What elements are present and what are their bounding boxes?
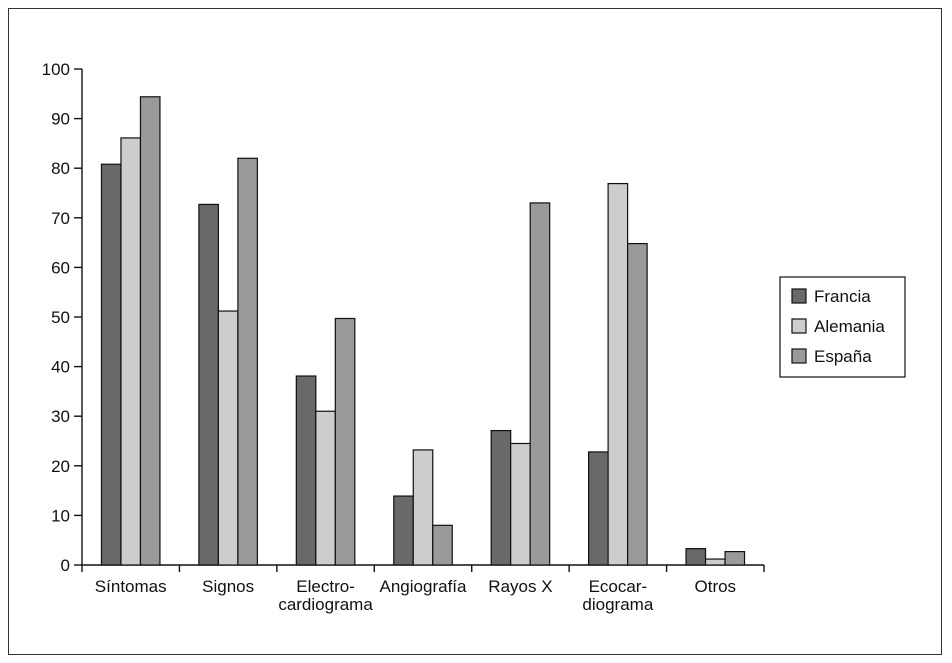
y-tick-label: 80: [51, 159, 70, 178]
bar-alemania-1: [217, 310, 239, 566]
bar-alemania-0: [120, 137, 142, 566]
bar-alemania-5: [607, 182, 629, 566]
x-tick-label: diograma: [582, 595, 653, 614]
y-tick-label: 90: [51, 110, 70, 129]
bar-alemania-4: [510, 442, 531, 566]
x-tick-label: Electro-: [296, 577, 355, 596]
x-tick-label: Signos: [202, 577, 254, 596]
bar-francia-2: [295, 375, 317, 566]
bar-francia-4: [490, 429, 512, 566]
legend-swatch: [791, 318, 807, 334]
bars: [100, 96, 746, 566]
y-tick-label: 70: [51, 209, 70, 228]
bar-alemania-2: [315, 410, 336, 566]
bar-francia-1: [198, 203, 219, 566]
bar-francia-3: [393, 495, 414, 566]
bar-espaa-5: [627, 242, 648, 566]
x-tick-label: Angiografía: [380, 577, 467, 596]
legend-label: Alemania: [814, 317, 885, 336]
bar-alemania-3: [412, 449, 434, 566]
x-tick-label: cardiograma: [278, 595, 373, 614]
bar-francia-0: [100, 163, 122, 566]
y-tick-label: 30: [51, 407, 70, 426]
legend-label: Francia: [814, 287, 871, 306]
bar-francia-6: [685, 548, 707, 566]
legend-swatch: [791, 348, 807, 364]
bar-francia-5: [588, 451, 609, 566]
x-tick-label: Rayos X: [488, 577, 552, 596]
x-tick-label: Otros: [695, 577, 737, 596]
y-tick-label: 60: [51, 258, 70, 277]
legend: Francia Alemania España: [779, 276, 906, 378]
bar-espaa-1: [237, 157, 258, 566]
x-tick-label: Síntomas: [95, 577, 167, 596]
bar-espaa-3: [432, 524, 453, 566]
bar-espaa-2: [334, 317, 356, 566]
y-tick-label: 100: [42, 60, 70, 79]
bar-espaa-6: [724, 551, 746, 566]
axes: 0 10 20 30 40 50 60 70 80 90 100 Síntomas Signos Elec…: [42, 60, 765, 614]
y-tick-label: 20: [51, 457, 70, 476]
bar-espaa-0: [139, 96, 161, 566]
bar-espaa-4: [529, 202, 551, 566]
y-tick-label: 10: [51, 506, 70, 525]
y-tick-label: 0: [61, 556, 70, 575]
legend-swatch: [791, 288, 807, 304]
bar-alemania-6: [704, 558, 726, 566]
y-tick-label: 50: [51, 308, 70, 327]
y-tick-label: 40: [51, 358, 70, 377]
legend-label: España: [814, 347, 872, 366]
x-tick-label: Ecocar-: [589, 577, 648, 596]
